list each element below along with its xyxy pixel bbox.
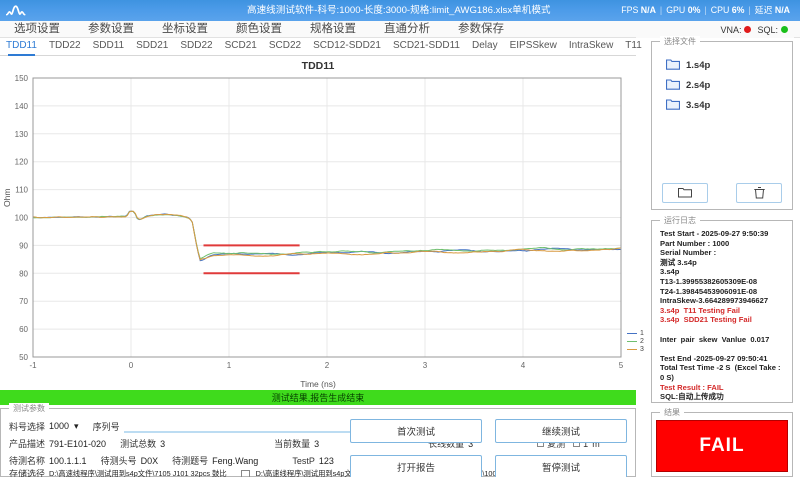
svg-text:80: 80 <box>19 269 28 278</box>
svg-text:0: 0 <box>129 361 134 370</box>
svg-text:50: 50 <box>19 353 28 362</box>
svg-text:110: 110 <box>15 186 28 195</box>
svg-text:4: 4 <box>521 361 526 370</box>
svg-text:5: 5 <box>619 361 624 370</box>
svg-text:130: 130 <box>15 130 29 139</box>
svg-text:1: 1 <box>227 361 232 370</box>
svg-text:100: 100 <box>15 214 29 223</box>
svg-text:140: 140 <box>15 102 29 111</box>
svg-text:150: 150 <box>15 74 29 83</box>
svg-text:2: 2 <box>325 361 330 370</box>
svg-text:3: 3 <box>423 361 428 370</box>
svg-text:-1: -1 <box>29 361 37 370</box>
svg-text:90: 90 <box>19 241 28 250</box>
svg-text:60: 60 <box>19 325 28 334</box>
svg-text:120: 120 <box>15 158 29 167</box>
svg-text:70: 70 <box>19 297 28 306</box>
